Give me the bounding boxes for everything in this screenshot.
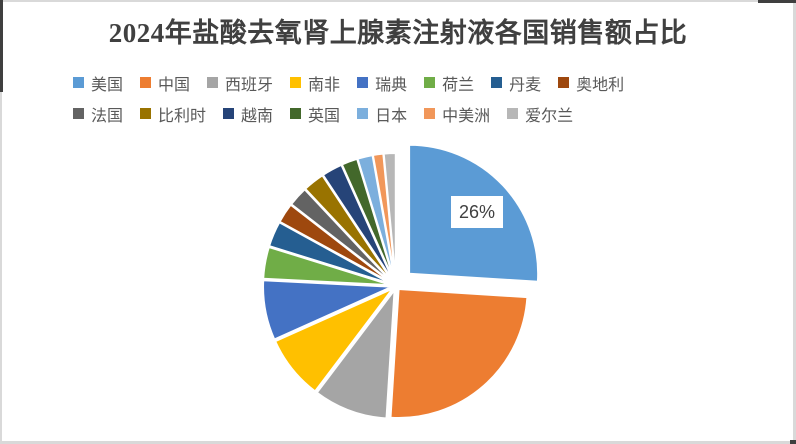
legend-label-central-america: 中美洲 <box>442 107 491 125</box>
legend-label-netherlands: 荷兰 <box>442 76 475 94</box>
legend-swatch-ireland <box>507 108 519 119</box>
legend-swatch-central-america <box>424 108 436 119</box>
legend-swatch-south-africa <box>290 77 302 88</box>
legend-item-usa[interactable]: 美国 <box>73 71 123 95</box>
legend-label-belgium: 比利时 <box>158 107 207 125</box>
pie-slice-spain[interactable] <box>315 288 396 420</box>
legend-label-vietnam: 越南 <box>241 107 274 125</box>
legend-item-ireland[interactable]: 爱尔兰 <box>507 102 573 126</box>
legend-item-vietnam[interactable]: 越南 <box>223 102 273 126</box>
pie-slice-ireland[interactable] <box>382 152 397 283</box>
legend-label-denmark: 丹麦 <box>509 76 542 94</box>
legend-swatch-japan <box>357 108 369 119</box>
legend-item-uk[interactable]: 英国 <box>290 102 340 126</box>
legend-swatch-belgium <box>140 108 152 119</box>
legend-swatch-netherlands <box>424 77 436 88</box>
legend-swatch-austria <box>558 77 570 88</box>
legend-swatch-sweden <box>357 77 369 88</box>
legend-item-china[interactable]: 中国 <box>140 71 190 95</box>
legend-row-1: 美国 中国 西班牙 南非 瑞典 荷兰 丹麦 奥地利 <box>73 71 641 95</box>
legend-item-spain[interactable]: 西班牙 <box>207 71 273 95</box>
legend-item-japan[interactable]: 日本 <box>357 102 407 126</box>
legend-label-sweden: 瑞典 <box>375 76 408 94</box>
legend-label-spain: 西班牙 <box>225 76 274 94</box>
usa-slice-data-label[interactable]: 26% <box>451 196 503 228</box>
sheet-gridline-top-right <box>758 0 796 3</box>
legend-swatch-france <box>73 108 84 119</box>
legend-label-austria: 奥地利 <box>576 76 625 94</box>
legend-row-2: 法国 比利时 越南 英国 日本 中美洲 爱尔兰 <box>73 102 641 126</box>
legend-label-china: 中国 <box>158 76 191 94</box>
legend-label-ireland: 爱尔兰 <box>525 107 574 125</box>
legend-swatch-vietnam <box>223 108 235 119</box>
legend-label-japan: 日本 <box>375 107 408 125</box>
legend-label-usa: 美国 <box>91 76 124 94</box>
legend-label-france: 法国 <box>91 107 124 125</box>
pie-slice-china[interactable] <box>389 288 529 419</box>
legend-swatch-usa <box>73 77 84 88</box>
sheet-gridline-left <box>0 0 3 92</box>
sheet-gridline-bottom-right <box>790 440 796 444</box>
legend-item-south-africa[interactable]: 南非 <box>290 71 340 95</box>
legend-swatch-china <box>140 77 152 88</box>
legend-swatch-uk <box>290 108 302 119</box>
legend-item-belgium[interactable]: 比利时 <box>140 102 206 126</box>
legend-label-south-africa: 南非 <box>308 76 341 94</box>
legend-label-uk: 英国 <box>308 107 341 125</box>
pie-slice-south-africa[interactable] <box>274 287 394 393</box>
legend-swatch-spain <box>207 77 219 88</box>
chart-legend: 美国 中国 西班牙 南非 瑞典 荷兰 丹麦 奥地利法国 比利时 越南 英国 日本 中美洲 爱尔兰 <box>73 71 641 126</box>
legend-item-france[interactable]: 法国 <box>73 102 123 126</box>
legend-item-austria[interactable]: 奥地利 <box>558 71 624 95</box>
pie-slice-sweden[interactable] <box>262 279 394 341</box>
legend-item-netherlands[interactable]: 荷兰 <box>424 71 474 95</box>
chart-title: 2024年盐酸去氧肾上腺素注射液各国销售额占比 <box>108 18 688 48</box>
legend-item-sweden[interactable]: 瑞典 <box>357 71 407 95</box>
legend-item-denmark[interactable]: 丹麦 <box>491 71 541 95</box>
legend-swatch-denmark <box>491 77 503 88</box>
legend-item-central-america[interactable]: 中美洲 <box>424 102 490 126</box>
